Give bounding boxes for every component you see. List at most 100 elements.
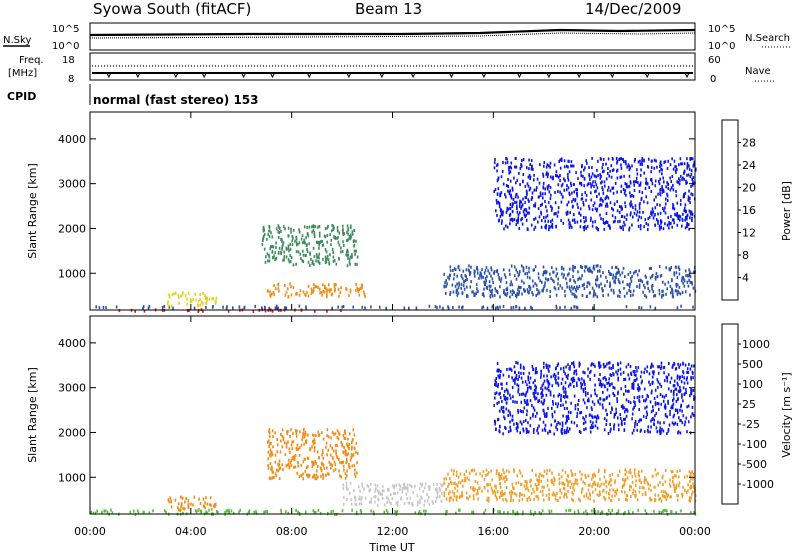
power-cell (361, 286, 363, 290)
power-cell (334, 289, 336, 293)
power-cell (638, 279, 640, 283)
velocity-cell (587, 391, 589, 395)
velocity-cell (613, 425, 615, 429)
power-cell (645, 195, 647, 199)
velocity-cell (647, 487, 650, 491)
power-cell (598, 283, 600, 287)
velocity-cell (498, 478, 501, 482)
velocity-cell (264, 510, 267, 513)
power-cell (285, 306, 288, 310)
power-cell (265, 255, 267, 259)
power-cell (457, 286, 460, 290)
power-cell (580, 277, 582, 281)
power-cell (634, 204, 637, 208)
power-cell (642, 210, 644, 214)
power-cell (543, 161, 546, 164)
power-cell (521, 159, 523, 163)
power-cell (600, 274, 602, 278)
power-cell (536, 177, 539, 181)
velocity-cell (354, 498, 357, 502)
velocity-cell (317, 430, 319, 434)
velocity-cell (317, 464, 319, 468)
velocity-cell (633, 400, 635, 404)
velocity-cell (455, 498, 458, 502)
power-cell (507, 185, 510, 188)
power-cell (181, 292, 184, 296)
velocity-cell (590, 369, 592, 373)
velocity-cell (668, 362, 670, 365)
velocity-cell (690, 496, 692, 500)
power-cell (545, 215, 547, 219)
power-cell (650, 170, 652, 174)
power-cell (640, 306, 643, 310)
power-cell (482, 305, 485, 309)
velocity-cell (625, 470, 628, 474)
power-cbar-tick-label: 4 (742, 272, 749, 285)
power-cell (511, 188, 514, 192)
velocity-cell (650, 362, 653, 366)
power-cell (657, 274, 659, 278)
velocity-cell (539, 417, 541, 421)
power-cell (563, 177, 565, 181)
velocity-cell (320, 474, 322, 478)
power-cell (640, 168, 642, 172)
power-cell (597, 264, 599, 268)
velocity-cell (381, 485, 384, 489)
power-cell (513, 218, 516, 222)
velocity-cell (659, 421, 661, 425)
velocity-cell (609, 361, 611, 365)
velocity-cell (615, 411, 618, 415)
power-cell (284, 306, 286, 310)
power-cell (661, 168, 663, 172)
velocity-cell (669, 478, 671, 482)
power-cell (346, 264, 349, 268)
velocity-cell (200, 509, 203, 513)
power-cell (269, 247, 272, 251)
velocity-cell (590, 423, 593, 427)
velocity-cell (416, 503, 419, 507)
velocity-cell (607, 361, 610, 365)
power-cell (680, 162, 682, 166)
power-cell (676, 180, 678, 184)
velocity-cell (499, 495, 501, 499)
power-cell (510, 306, 513, 310)
power-cell (274, 306, 277, 310)
power-cell (677, 266, 680, 270)
power-cell (476, 287, 478, 291)
velocity-cbar-tick-label: 25 (742, 398, 756, 411)
power-cell (639, 173, 642, 177)
velocity-cell (572, 376, 574, 380)
power-cell (625, 185, 628, 189)
velocity-cell (563, 487, 566, 491)
velocity-cell (453, 494, 456, 498)
velocity-cell (591, 362, 593, 366)
velocity-cell (587, 367, 589, 371)
velocity-cell (514, 378, 516, 382)
power-cell (596, 277, 599, 281)
velocity-cell (567, 410, 570, 414)
power-cell (625, 305, 628, 309)
velocity-cell (344, 472, 347, 476)
power-cell (550, 193, 552, 197)
velocity-cell (557, 383, 560, 387)
power-cell (509, 290, 512, 294)
velocity-cell (289, 435, 291, 438)
power-cell (516, 192, 518, 196)
velocity-cell (586, 406, 588, 410)
power-cell (201, 300, 203, 304)
power-cell (663, 209, 665, 213)
power-cell (662, 289, 664, 293)
power-cell (679, 218, 681, 222)
velocity-cell (609, 488, 611, 492)
velocity-cell (490, 486, 493, 490)
velocity-cell (320, 467, 322, 471)
velocity-cell (307, 465, 309, 469)
power-cell (601, 289, 604, 293)
velocity-cell (216, 509, 218, 513)
velocity-cell (692, 477, 694, 481)
power-cell (500, 279, 502, 283)
power-cell (478, 276, 480, 280)
velocity-cell (638, 479, 641, 483)
power-cell (573, 292, 575, 296)
power-cell (612, 186, 615, 190)
